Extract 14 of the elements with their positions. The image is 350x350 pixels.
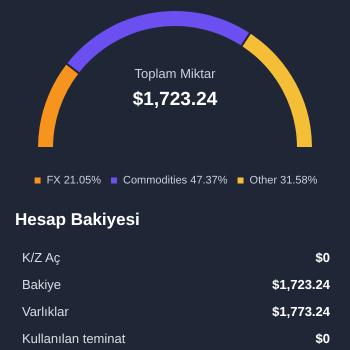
legend-label: FX 21.05%: [46, 174, 102, 186]
text: Toplam Miktar: [134, 66, 216, 81]
text: Hesap Bakiyesi: [15, 210, 141, 230]
category-label: Varlıklar: [22, 304, 69, 319]
text: $1,773.24: [272, 304, 330, 319]
category-label: Kullanılan teminat: [22, 331, 126, 346]
text: $1,723.24: [272, 277, 330, 292]
text: $0: [316, 250, 330, 265]
text: $1,723.24: [132, 89, 218, 110]
text: $0: [316, 331, 330, 346]
category-label: Bakiye: [22, 277, 62, 292]
category-label: K/Z Aç: [22, 250, 60, 265]
legend-label: Commodities 47.37%: [123, 174, 228, 186]
legend-label: Other 31.58%: [250, 174, 318, 186]
